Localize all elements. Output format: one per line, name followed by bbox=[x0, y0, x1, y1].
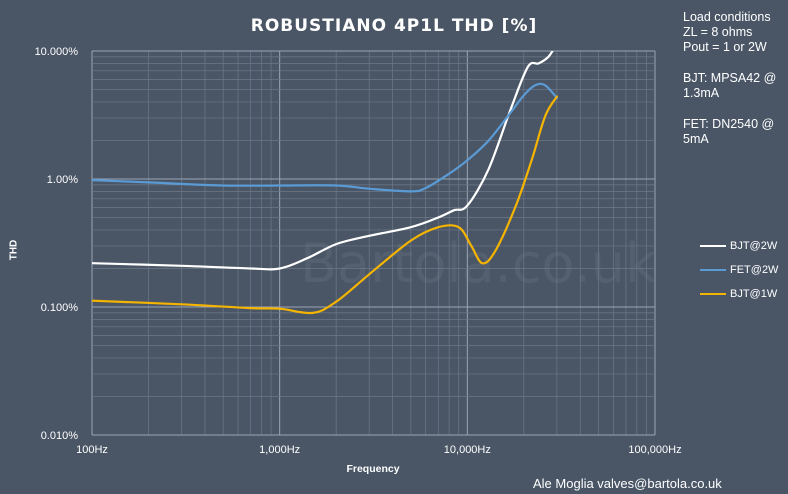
series-line-bjt-1w bbox=[92, 95, 558, 315]
x-tick-label: 100,000Hz bbox=[628, 444, 681, 456]
series-line-fet-2w bbox=[92, 82, 558, 193]
series-line-bjt-2w bbox=[92, 51, 554, 271]
legend: BJT@2W FET@2W BJT@1W bbox=[700, 234, 786, 306]
fet-note: FET: DN2540 @ 5mA bbox=[683, 117, 775, 146]
y-tick-label: 1.00% bbox=[47, 174, 78, 186]
legend-item-bjt-1w: BJT@1W bbox=[700, 282, 786, 306]
legend-label: BJT@1W bbox=[730, 288, 778, 300]
x-tick-label: 10,000Hz bbox=[444, 444, 491, 456]
legend-swatch bbox=[700, 293, 726, 295]
legend-swatch bbox=[700, 245, 726, 247]
load-pout: Pout = 1 or 2W bbox=[683, 40, 767, 54]
legend-item-bjt-2w: BJT@2W bbox=[700, 234, 786, 258]
legend-label: FET@2W bbox=[730, 264, 779, 276]
tick-labels: 100Hz 1,000Hz 10,000Hz 100,000Hz 0.010% 0.100… bbox=[35, 46, 682, 456]
x-axis-label: Frequency bbox=[346, 463, 400, 475]
y-tick-label: 0.010% bbox=[41, 430, 79, 442]
notes-panel: Load conditions ZL = 8 ohms Pout = 1 or … bbox=[683, 10, 783, 147]
y-tick-label: 10.000% bbox=[35, 46, 79, 58]
legend-label: BJT@2W bbox=[730, 240, 778, 252]
legend-swatch bbox=[700, 269, 726, 271]
x-tick-label: 1,000Hz bbox=[259, 444, 300, 456]
legend-item-fet-2w: FET@2W bbox=[700, 258, 786, 282]
credit-text: Ale Moglia valves@bartola.co.uk bbox=[533, 476, 722, 491]
bjt-note: BJT: MPSA42 @ 1.3mA bbox=[683, 71, 777, 100]
x-tick-label: 100Hz bbox=[76, 444, 108, 456]
series-lines bbox=[92, 51, 558, 315]
load-zl: ZL = 8 ohms bbox=[683, 25, 753, 39]
y-tick-label: 0.100% bbox=[41, 302, 79, 314]
y-axis-label: THD bbox=[8, 239, 20, 261]
load-heading: Load conditions bbox=[683, 10, 771, 24]
watermark: Bartola.co.uk bbox=[300, 232, 657, 295]
chart-title: ROBUSTIANO 4P1L THD [%] bbox=[250, 16, 538, 36]
grid bbox=[91, 50, 656, 436]
